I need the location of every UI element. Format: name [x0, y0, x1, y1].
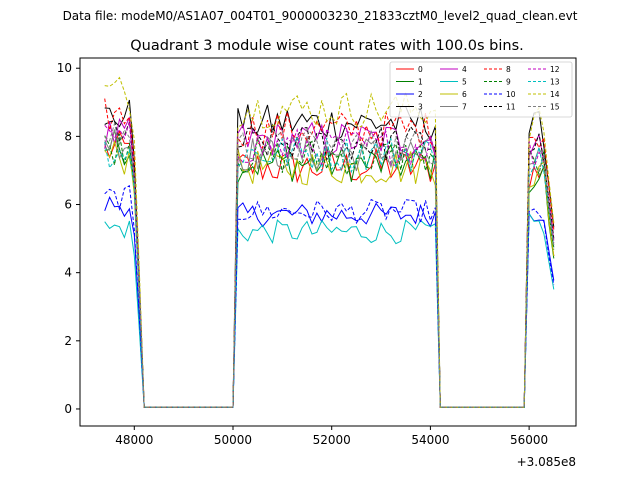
series-line-3 — [104, 99, 555, 408]
series-line-2 — [104, 196, 555, 408]
series-line-0 — [104, 130, 555, 408]
y-axis: 0 2 4 6 8 10 — [57, 61, 80, 416]
legend-label-8: 8 — [506, 65, 511, 74]
legend-box — [389, 61, 573, 118]
legend-label-3: 3 — [418, 103, 423, 112]
y-tick-label: 10 — [57, 61, 72, 75]
x-tick-label: 48000 — [115, 433, 153, 447]
plot-frame — [79, 57, 577, 427]
series-line-6 — [104, 139, 555, 408]
series-line-15 — [104, 121, 555, 408]
y-tick-label: 0 — [64, 402, 72, 416]
y-tick-label: 8 — [64, 129, 72, 143]
series-line-11 — [104, 120, 555, 408]
series-line-9 — [104, 133, 555, 408]
x-axis: 48000 50000 52000 54000 56000 — [115, 426, 548, 447]
legend-label-15: 15 — [550, 103, 560, 112]
series-line-7 — [104, 129, 555, 408]
legend-label-6: 6 — [462, 90, 467, 99]
y-tick-label: 2 — [64, 334, 72, 348]
chart-suptitle: Data file: modeM0/AS1A07_004T01_90000032… — [63, 9, 578, 23]
legend-label-7: 7 — [462, 103, 467, 112]
legend-label-4: 4 — [462, 65, 467, 74]
series-line-10 — [104, 185, 555, 408]
legend-label-0: 0 — [418, 65, 423, 74]
y-tick-label: 4 — [64, 266, 72, 280]
series-layer — [104, 76, 555, 408]
series-line-12 — [104, 122, 555, 408]
x-tick-label: 56000 — [510, 433, 548, 447]
legend-label-9: 9 — [506, 78, 511, 87]
x-offset-label: +3.085e8 — [517, 455, 576, 469]
series-line-14 — [104, 76, 555, 408]
legend-label-10: 10 — [506, 90, 516, 99]
legend-label-2: 2 — [418, 90, 423, 99]
legend-label-5: 5 — [462, 78, 467, 87]
x-tick-label: 52000 — [313, 433, 351, 447]
legend-label-11: 11 — [506, 103, 516, 112]
series-line-13 — [104, 135, 555, 408]
legend-label-14: 14 — [550, 90, 560, 99]
legend-label-1: 1 — [418, 78, 423, 87]
chart-title: Quadrant 3 module wise count rates with … — [130, 38, 524, 54]
series-line-1 — [104, 129, 555, 408]
legend-label-12: 12 — [550, 65, 560, 74]
x-tick-label: 54000 — [411, 433, 449, 447]
x-tick-label: 50000 — [214, 433, 252, 447]
series-line-5 — [104, 211, 555, 408]
legend-label-13: 13 — [550, 78, 560, 87]
y-tick-label: 6 — [64, 198, 72, 212]
